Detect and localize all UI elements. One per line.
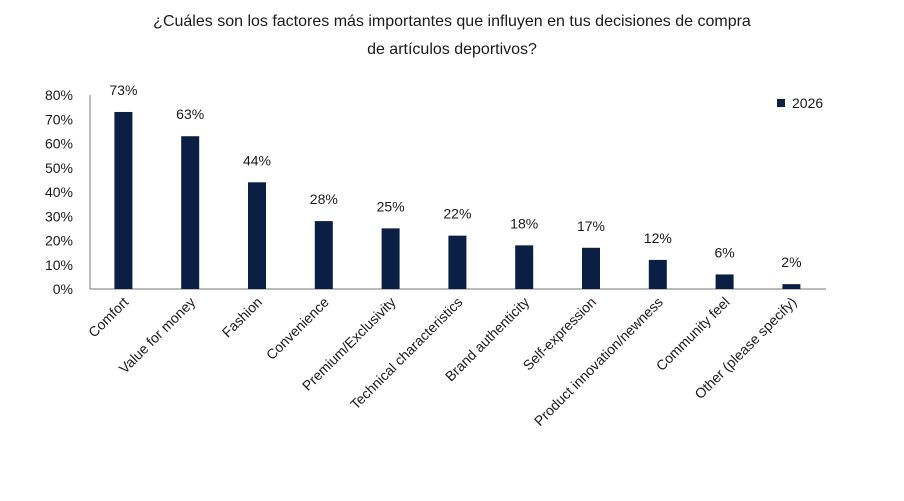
data-label: 2% bbox=[781, 254, 801, 270]
bar bbox=[314, 221, 333, 289]
bar bbox=[181, 136, 200, 289]
y-tick-label: 40% bbox=[45, 184, 73, 200]
bar bbox=[248, 182, 266, 289]
y-tick-label: 50% bbox=[45, 160, 73, 176]
category-label: Product innovation/newness bbox=[531, 294, 666, 429]
data-label: 28% bbox=[310, 191, 338, 207]
data-label: 25% bbox=[377, 198, 405, 214]
y-tick-label: 80% bbox=[45, 87, 73, 103]
category-label: Comfort bbox=[85, 294, 132, 341]
y-tick-label: 70% bbox=[45, 111, 73, 127]
bar bbox=[448, 235, 467, 289]
category-label: Fashion bbox=[219, 294, 266, 341]
bar bbox=[782, 284, 801, 289]
data-label: 17% bbox=[577, 218, 605, 234]
bar bbox=[648, 259, 667, 289]
data-label: 63% bbox=[176, 106, 204, 122]
data-label: 6% bbox=[714, 244, 734, 260]
legend-swatch bbox=[777, 99, 785, 107]
chart-subtitle: de artículos deportivos? bbox=[367, 41, 537, 58]
data-label: 22% bbox=[443, 206, 471, 222]
legend-label: 2026 bbox=[792, 95, 823, 111]
bar bbox=[715, 274, 734, 289]
y-tick-label: 60% bbox=[45, 136, 73, 152]
y-tick-label: 10% bbox=[45, 257, 73, 273]
y-tick-label: 30% bbox=[45, 208, 73, 224]
bar bbox=[582, 247, 600, 289]
bar bbox=[381, 228, 400, 289]
data-label: 44% bbox=[243, 152, 271, 168]
bar bbox=[114, 111, 133, 289]
category-label: Convenience bbox=[263, 294, 332, 363]
category-label: Technical characteristics bbox=[347, 294, 466, 413]
data-label: 18% bbox=[510, 215, 538, 231]
y-tick-label: 20% bbox=[45, 233, 73, 249]
data-label: 73% bbox=[109, 82, 137, 98]
chart-title: ¿Cuáles son los factores más importantes… bbox=[153, 13, 751, 30]
bar bbox=[515, 245, 534, 289]
data-label: 12% bbox=[644, 230, 672, 246]
y-tick-label: 0% bbox=[53, 281, 73, 297]
